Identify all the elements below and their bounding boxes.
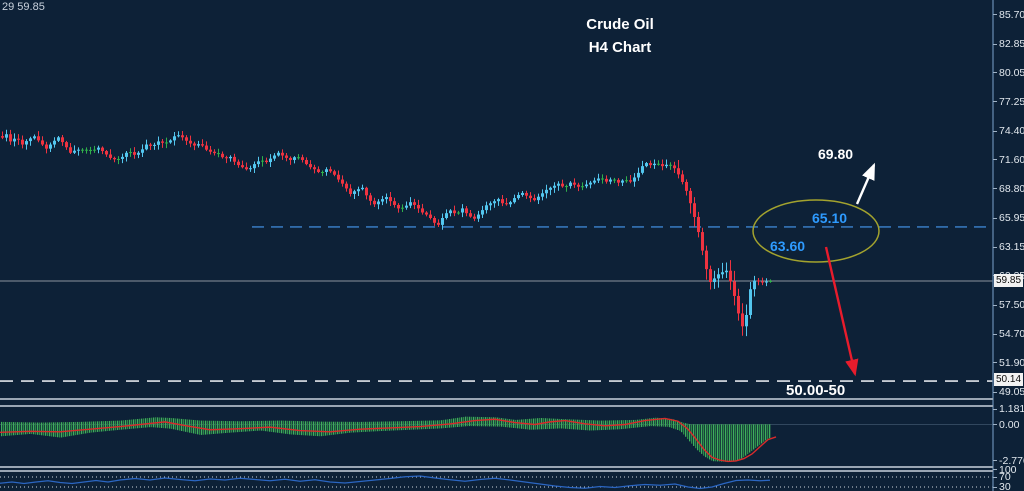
ohlc-readout: 29 59.85 [2, 1, 45, 13]
tick-label: 68.80 [999, 182, 1024, 195]
tick-label: 80.05 [999, 66, 1024, 79]
tick-label: 70 [999, 471, 1011, 483]
price-tick: 57.50 [993, 299, 1024, 311]
price-tick: 82.85 [993, 38, 1024, 50]
price-tick: 49.05 [993, 386, 1024, 398]
price-tick: 71.60 [993, 154, 1024, 166]
tick-dash [993, 72, 997, 74]
macd-signal-line [0, 417, 777, 463]
tick-dash [993, 43, 997, 45]
price-tick: 54.70 [993, 328, 1024, 340]
tick-dash [993, 469, 997, 470]
highlight-ellipse[interactable] [752, 199, 880, 263]
tick-label: 85.70 [999, 8, 1024, 21]
tick-dash [993, 408, 997, 410]
tick-dash [993, 486, 997, 488]
tick-label: 51.90 [999, 356, 1024, 369]
price-tick: 80.05 [993, 67, 1024, 79]
tick-label: -2.776 [999, 454, 1024, 467]
tick-dash [993, 159, 997, 161]
annotation-level-6510[interactable]: 65.10 [812, 210, 848, 226]
price-tick: 70 [993, 471, 1011, 483]
tick-label: 65.95 [999, 212, 1024, 225]
tick-dash [993, 217, 997, 219]
price-tick: 51.90 [993, 357, 1024, 369]
up-arrow[interactable] [855, 162, 876, 205]
chart-title: Crude Oil H4 Chart [470, 13, 770, 59]
pane-separator-macd-bottom[interactable] [0, 466, 993, 468]
tick-label: 77.25 [999, 95, 1024, 108]
tick-label: 100 [999, 463, 1017, 476]
tick-dash [993, 188, 997, 190]
chart-title-timeframe: H4 Chart [588, 39, 652, 56]
tick-dash [993, 391, 997, 393]
price-tick: 74.40 [993, 125, 1024, 137]
tick-label: 63.15 [999, 241, 1024, 253]
price-tick: 65.95 [993, 212, 1024, 224]
tick-label: 30 [999, 481, 1011, 491]
price-tick: 77.25 [993, 96, 1024, 108]
tick-dash [993, 424, 997, 425]
price-axis[interactable]: 85.70 82.85 80.05 77.25 74.40 71.60 68.80 65.95… [993, 0, 1024, 491]
tick-label: 0.00 [999, 418, 1020, 431]
tick-dash [993, 130, 997, 132]
tick-label: 49.05 [999, 386, 1024, 399]
tick-label: 1.181 [999, 403, 1024, 416]
tick-dash [993, 460, 997, 462]
candlestick-series [1, 129, 772, 337]
pane-separator-stoch-top[interactable] [0, 470, 993, 472]
price-tick: -2.776 [993, 455, 1024, 467]
price-tick: 1.181 [993, 403, 1024, 415]
tick-dash [993, 304, 997, 306]
price-tick: 30 [993, 481, 1011, 491]
tick-dash [993, 14, 997, 16]
stoch-pane[interactable] [0, 475, 993, 490]
main-chart-pane[interactable] [0, 129, 993, 382]
tick-label: 54.70 [999, 328, 1024, 341]
annotation-level-6360[interactable]: 63.60 [770, 238, 806, 254]
chart-title-symbol: Crude Oil [586, 16, 654, 33]
down-arrow[interactable] [824, 246, 859, 377]
tick-dash [993, 476, 997, 478]
current-price-tag: 59.85 [994, 274, 1023, 287]
tick-dash [993, 362, 997, 364]
pane-separator-macd-top[interactable] [0, 405, 993, 407]
macd-pane[interactable] [0, 416, 993, 463]
pane-separator-main-bottom[interactable] [0, 398, 993, 400]
price-tick: 85.70 [993, 9, 1024, 21]
price-tick: 63.15 [993, 241, 1024, 253]
price-tick: 0.00 [993, 419, 1019, 431]
tick-label: 71.60 [999, 153, 1024, 166]
annotation-target-upper[interactable]: 69.80 [818, 146, 854, 162]
macd-histogram [1, 416, 771, 462]
annotation-target-lower[interactable]: 50.00-50 [786, 382, 846, 399]
tick-label: 82.85 [999, 38, 1024, 51]
support-price-tag: 50.14 [994, 373, 1023, 386]
tick-dash [993, 333, 997, 335]
price-tick: 68.80 [993, 183, 1024, 195]
tick-label: 57.50 [999, 299, 1024, 312]
tick-label: 74.40 [999, 125, 1024, 138]
stoch-line [0, 475, 771, 490]
tick-dash [993, 101, 997, 103]
tick-dash [993, 246, 997, 248]
price-tick: 100 [993, 464, 1017, 476]
